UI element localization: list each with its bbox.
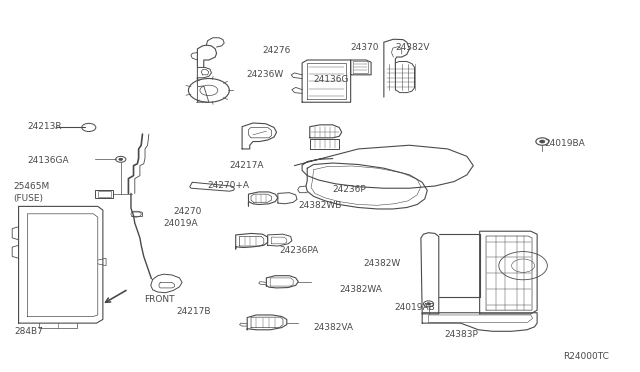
Text: 24236W: 24236W [246, 70, 284, 79]
Text: 25465M: 25465M [13, 182, 50, 191]
Text: 24270: 24270 [173, 207, 202, 216]
Text: 24276: 24276 [262, 46, 291, 55]
Text: FRONT: FRONT [145, 295, 175, 304]
Text: 24217A: 24217A [229, 161, 264, 170]
Text: 24370: 24370 [351, 43, 379, 52]
Circle shape [536, 138, 548, 145]
Text: 24217B: 24217B [176, 307, 211, 316]
Text: 24213R: 24213R [28, 122, 62, 131]
Circle shape [540, 140, 545, 143]
Text: R24000TC: R24000TC [563, 352, 609, 361]
Text: 24382V: 24382V [396, 43, 430, 52]
Bar [98, 191, 111, 197]
Text: 24019BA: 24019BA [545, 139, 586, 148]
Circle shape [116, 156, 126, 162]
Text: 24382WA: 24382WA [339, 285, 382, 294]
Bar [95, 190, 113, 198]
Text: 284B7: 284B7 [15, 327, 44, 336]
Text: 24019AB: 24019AB [394, 303, 435, 312]
Text: 24383P: 24383P [444, 330, 478, 339]
Circle shape [427, 303, 431, 305]
Text: 24136G: 24136G [314, 75, 349, 84]
Circle shape [424, 301, 434, 307]
Text: (FUSE): (FUSE) [13, 195, 44, 203]
Text: 24236P: 24236P [333, 185, 367, 194]
Text: 24019A: 24019A [164, 219, 198, 228]
Text: 24382VA: 24382VA [313, 323, 353, 332]
Text: 24136GA: 24136GA [28, 155, 69, 164]
Text: 24236PA: 24236PA [280, 246, 319, 255]
Text: 24382W: 24382W [364, 259, 401, 268]
Circle shape [119, 158, 123, 160]
Text: 24382WB: 24382WB [298, 201, 342, 210]
Text: 24270+A: 24270+A [207, 181, 250, 190]
